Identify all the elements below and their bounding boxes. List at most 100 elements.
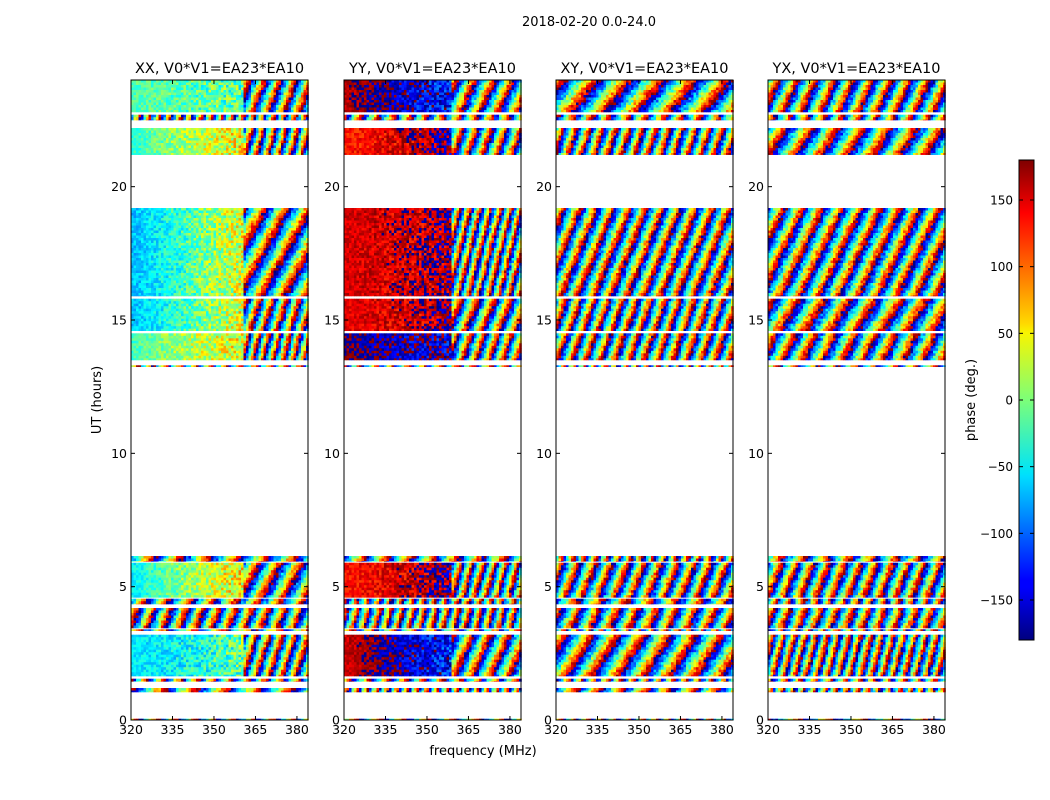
phase-cell xyxy=(246,635,249,638)
phase-cell xyxy=(209,652,212,655)
phase-cell xyxy=(279,637,282,640)
phase-cell xyxy=(196,650,199,653)
phase-cell xyxy=(199,652,202,655)
phase-cell xyxy=(264,637,267,640)
phase-cell xyxy=(271,679,274,682)
phase-cell xyxy=(154,679,157,682)
phase-cell xyxy=(141,688,144,691)
phase-cell xyxy=(274,691,277,693)
phase-cell xyxy=(229,642,232,645)
phase-cell xyxy=(156,645,159,648)
phase-cell xyxy=(274,645,277,648)
phase-cell xyxy=(246,637,249,640)
phase-cell xyxy=(226,642,229,645)
phase-cell xyxy=(254,652,257,655)
phase-cell xyxy=(234,688,237,691)
phase-cell xyxy=(196,691,199,693)
phase-cell xyxy=(214,679,217,682)
phase-cell xyxy=(239,655,242,658)
phase-cell xyxy=(284,688,287,691)
phase-cell xyxy=(296,650,299,653)
phase-cell xyxy=(301,647,304,650)
phase-cell xyxy=(254,635,257,638)
phase-cell xyxy=(174,635,177,638)
phase-cell xyxy=(214,635,217,638)
phase-cell xyxy=(279,635,282,638)
phase-cell xyxy=(264,652,267,655)
phase-cell xyxy=(209,640,212,643)
phase-cell xyxy=(186,647,189,650)
phase-cell xyxy=(284,637,287,640)
phase-cell xyxy=(289,637,292,640)
phase-cell xyxy=(234,679,237,682)
phase-cell xyxy=(229,647,232,650)
phase-cell xyxy=(231,691,234,693)
phase-cell xyxy=(161,691,164,693)
phase-cell xyxy=(141,637,144,640)
phase-cell xyxy=(286,635,289,638)
phase-cell xyxy=(176,645,179,648)
phase-cell xyxy=(229,691,232,693)
phase-cell xyxy=(226,652,229,655)
phase-cell xyxy=(204,647,207,650)
phase-cell xyxy=(291,652,294,655)
phase-cell xyxy=(196,640,199,643)
phase-cell xyxy=(271,645,274,648)
phase-cell xyxy=(224,647,227,650)
phase-cell xyxy=(161,637,164,640)
phase-cell xyxy=(256,642,259,645)
phase-cell xyxy=(276,688,279,691)
phase-cell xyxy=(209,650,212,653)
phase-cell xyxy=(179,679,182,682)
phase-cell xyxy=(134,637,137,640)
phase-cell xyxy=(156,655,159,658)
phase-cell xyxy=(224,652,227,655)
phase-cell xyxy=(276,691,279,693)
phase-cell xyxy=(179,655,182,658)
phase-cell xyxy=(264,642,267,645)
phase-cell xyxy=(189,688,192,691)
phase-cell xyxy=(254,642,257,645)
phase-cell xyxy=(259,637,262,640)
phase-cell xyxy=(281,645,284,648)
phase-cell xyxy=(284,647,287,650)
phase-cell xyxy=(171,637,174,640)
phase-cell xyxy=(174,691,177,693)
phase-cell xyxy=(149,635,152,638)
phase-cell xyxy=(301,645,304,648)
phase-cell xyxy=(144,679,147,682)
phase-cell xyxy=(144,691,147,693)
phase-cell xyxy=(151,637,154,640)
phase-cell xyxy=(184,642,187,645)
phase-cell xyxy=(159,652,162,655)
phase-cell xyxy=(169,635,172,638)
phase-cell xyxy=(174,647,177,650)
phase-cell xyxy=(154,635,157,638)
phase-cell xyxy=(199,640,202,643)
phase-cell xyxy=(236,642,239,645)
phase-cell xyxy=(159,642,162,645)
phase-cell xyxy=(266,637,269,640)
phase-cell xyxy=(264,688,267,691)
subplot-panel: XX, V0*V1=EA23*EA10320 335 350 365 380051015… xyxy=(111,61,309,737)
phase-cell xyxy=(166,642,169,645)
phase-cell xyxy=(291,691,294,693)
phase-cell xyxy=(196,652,199,655)
phase-cell xyxy=(224,645,227,648)
phase-cell xyxy=(219,655,222,658)
phase-cell xyxy=(191,647,194,650)
phase-cell xyxy=(269,640,272,643)
phase-cell xyxy=(201,652,204,655)
phase-cell xyxy=(261,688,264,691)
phase-cell xyxy=(206,691,209,693)
phase-cell xyxy=(184,647,187,650)
phase-cell xyxy=(176,650,179,653)
phase-cell xyxy=(191,650,194,653)
phase-cell xyxy=(274,642,277,645)
phase-cell xyxy=(189,645,192,648)
phase-cell xyxy=(169,640,172,643)
phase-cell xyxy=(304,642,307,645)
phase-cell xyxy=(146,647,149,650)
phase-cell xyxy=(304,679,307,682)
phase-cell xyxy=(254,645,257,648)
